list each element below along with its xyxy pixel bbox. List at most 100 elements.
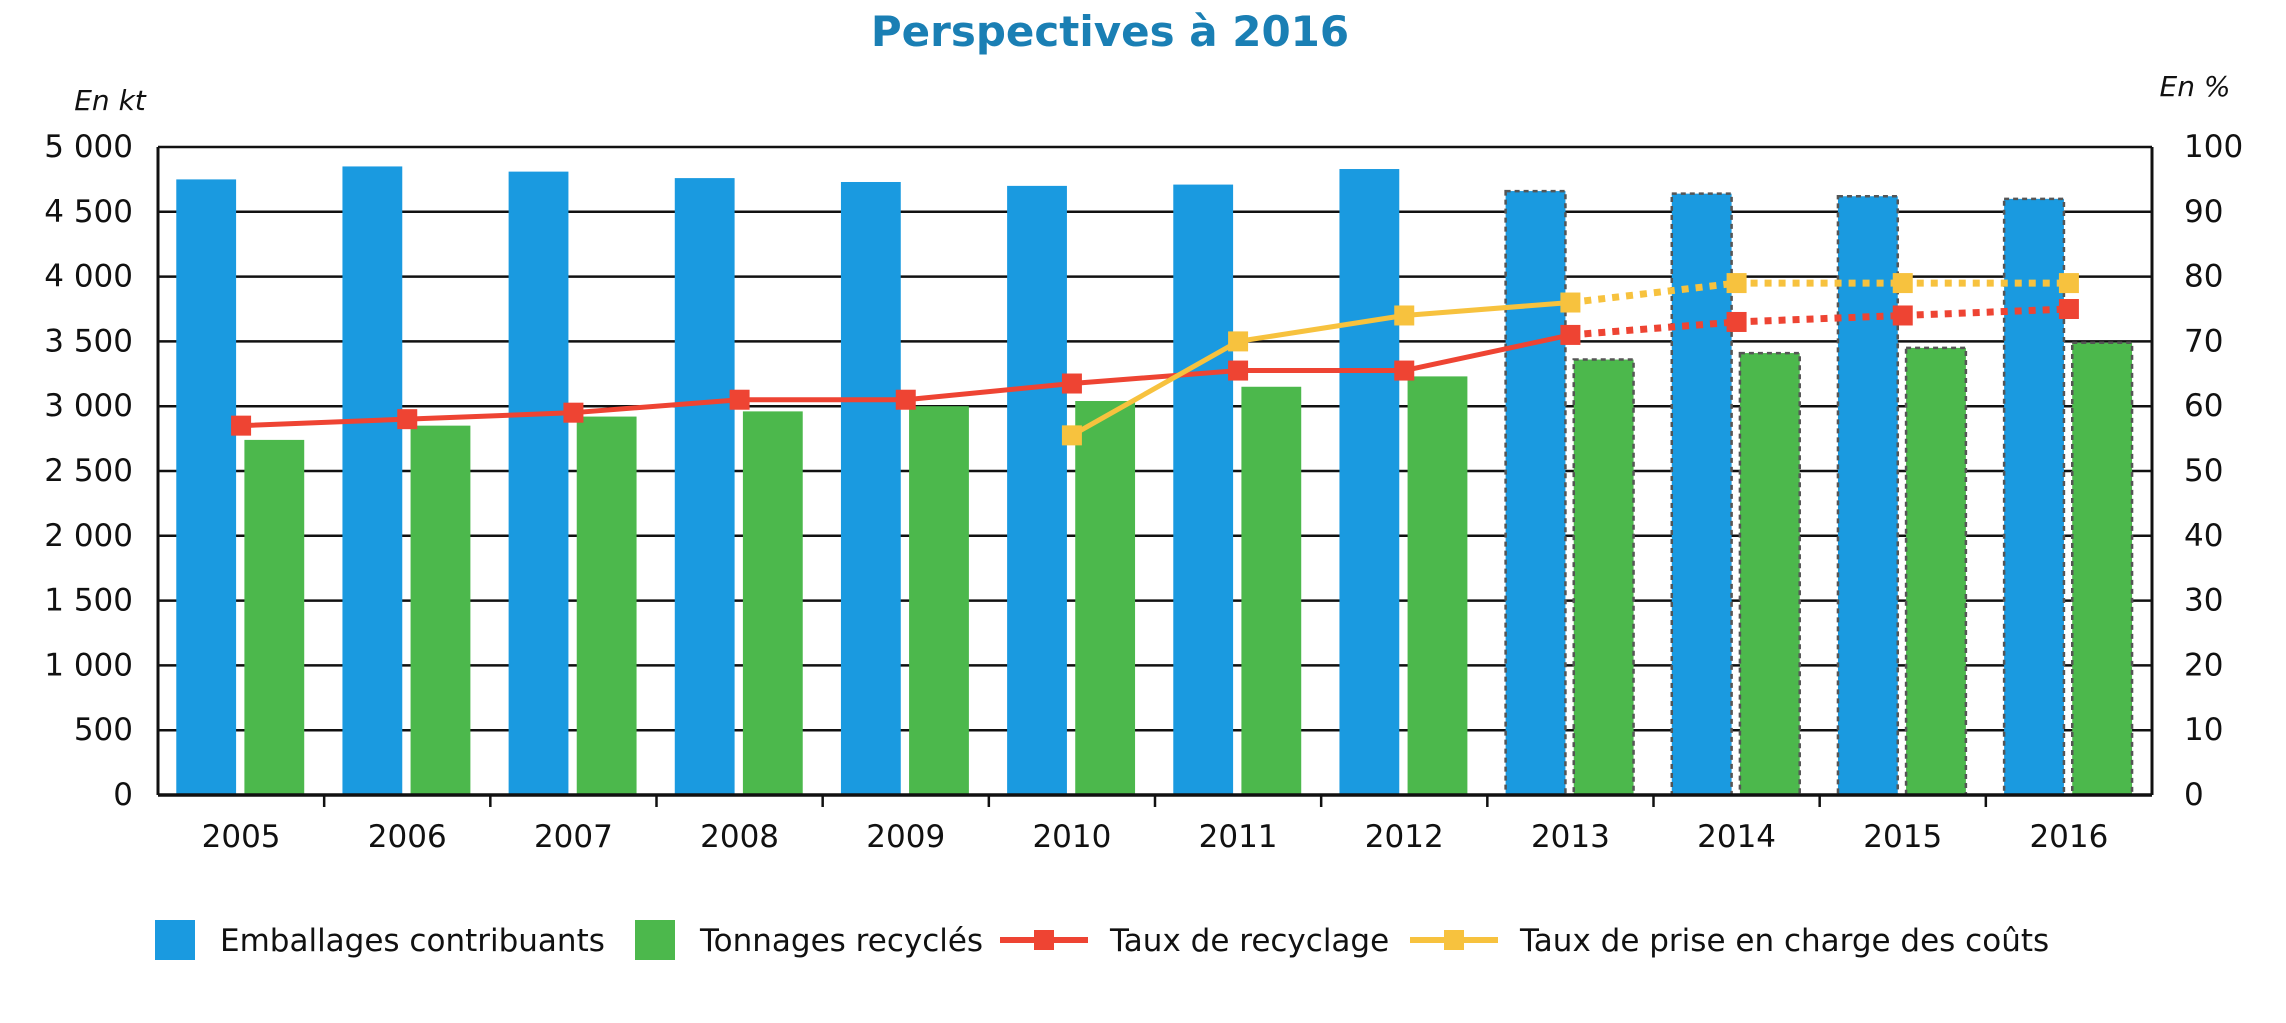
left-axis-unit: En kt: [74, 84, 147, 117]
y-right-tick-label: 90: [2184, 194, 2223, 230]
marker-taux-prise-en-charge-2016: [2058, 273, 2079, 294]
y-right-tick-label: 40: [2184, 518, 2223, 554]
x-tick-label: 2014: [1697, 819, 1776, 855]
y-right-tick-label: 70: [2184, 323, 2223, 359]
marker-taux-prise-en-charge-2011: [1228, 331, 1249, 352]
bar-recycles-2015: [1904, 346, 1968, 797]
y-left-tick-label: 3 500: [44, 323, 133, 359]
x-tick-label: 2005: [202, 819, 281, 855]
x-tick-label: 2008: [700, 819, 779, 855]
bar-recycles-2012: [1407, 376, 1468, 795]
x-tick-label: 2016: [2029, 819, 2108, 855]
legend-label: Tonnages recyclés: [699, 923, 983, 959]
y-left-tick-label: 0: [113, 777, 133, 813]
marker-taux-recyclage-2013: [1560, 324, 1581, 345]
right-axis-unit: En %: [2160, 70, 2231, 103]
y-right-tick-label: 20: [2184, 647, 2223, 683]
bar-emballages-2006: [342, 166, 403, 795]
y-left-tick-label: 4 000: [44, 259, 133, 295]
y-left-tick-label: 5 000: [44, 129, 133, 165]
bar-recycles-2009: [909, 406, 969, 795]
line-segment-taux-recyclage: [1401, 332, 1573, 374]
line-segment-taux-recyclage: [404, 410, 576, 422]
legend-swatch-marker: [1444, 930, 1464, 950]
bar-recycles-2007: [576, 416, 637, 795]
y-right-tick-label: 80: [2184, 259, 2223, 295]
line-segment-taux-recyclage: [238, 416, 410, 429]
y-left-tick-label: 500: [74, 712, 133, 748]
legend-swatch: [635, 920, 675, 960]
line-segment-taux-recyclage: [1069, 368, 1241, 387]
bar-emballages-2005: [176, 179, 237, 795]
legend-label: Taux de prise en charge des coûts: [1519, 923, 2049, 959]
bar-emballages-2013: [1504, 189, 1567, 797]
line-segment-taux-prise-en-charge: [1235, 312, 1407, 344]
x-tick-label: 2006: [368, 819, 447, 855]
marker-taux-prise-en-charge-2012: [1394, 305, 1415, 326]
y-right-tick-label: 100: [2184, 129, 2243, 165]
bar-emballages-2007: [508, 171, 569, 795]
legend-item: Emballages contribuants: [155, 920, 605, 960]
marker-taux-recyclage-2005: [231, 415, 252, 436]
y-left-tick-label: 1 000: [44, 647, 133, 683]
y-left-tick-label: 2 000: [44, 518, 133, 554]
legend-label: Taux de recyclage: [1109, 923, 1389, 959]
bar-emballages-2011: [1173, 184, 1234, 796]
x-tick-label: 2013: [1531, 819, 1610, 855]
y-right-tick-label: 60: [2184, 388, 2223, 424]
line-segment-taux-recyclage: [570, 397, 743, 416]
bar-recycles-2006: [410, 425, 471, 795]
marker-taux-prise-en-charge-2014: [1726, 273, 1747, 294]
line-segment-taux-prise-en-charge: [1401, 300, 1573, 318]
x-tick-label: 2012: [1365, 819, 1444, 855]
bar-emballages-2008: [674, 178, 735, 795]
bar-recycles-2010: [1075, 401, 1136, 795]
line-segment-taux-recyclage: [903, 381, 1075, 403]
y-right-tick-label: 50: [2184, 453, 2223, 489]
x-tick-label: 2011: [1199, 819, 1278, 855]
legend-item: Tonnages recyclés: [635, 920, 983, 960]
bar-recycles-2014: [1738, 351, 1801, 797]
y-left-tick-label: 4 500: [44, 194, 133, 230]
legend-item: Taux de recyclage: [1000, 923, 1389, 959]
y-left-tick-label: 1 500: [44, 583, 133, 619]
bar-emballages-2014: [1670, 192, 1733, 797]
marker-taux-recyclage-2009: [895, 389, 916, 410]
bar-emballages-2009: [840, 181, 901, 795]
y-right-tick-label: 30: [2184, 583, 2223, 619]
x-tick-label: 2015: [1863, 819, 1942, 855]
x-tick-label: 2009: [866, 819, 945, 855]
marker-taux-recyclage-2008: [729, 389, 750, 410]
marker-taux-recyclage-2014: [1726, 311, 1747, 332]
bar-emballages-2016: [2002, 197, 2066, 797]
marker-taux-recyclage-2016: [2058, 299, 2079, 319]
marker-taux-prise-en-charge-2013: [1560, 292, 1581, 313]
marker-taux-recyclage-2012: [1394, 360, 1415, 381]
line-segment-taux-prise-en-charge: [1069, 338, 1241, 438]
bar-recycles-2016: [2070, 341, 2134, 797]
y-left-tick-label: 2 500: [44, 453, 133, 489]
marker-taux-prise-en-charge-2015: [1892, 273, 1913, 294]
marker-taux-recyclage-2015: [1892, 305, 1913, 326]
y-right-tick-label: 0: [2184, 777, 2204, 813]
marker-taux-recyclage-2010: [1061, 373, 1082, 394]
legend-item: Taux de prise en charge des coûts: [1410, 923, 2049, 959]
bar-recycles-2005: [244, 439, 305, 795]
x-tick-label: 2007: [534, 819, 613, 855]
bar-emballages-2012: [1339, 169, 1400, 796]
marker-taux-recyclage-2006: [397, 409, 418, 430]
x-tick-label: 2010: [1032, 819, 1111, 855]
bar-emballages-2010: [1007, 185, 1067, 795]
marker-taux-recyclage-2007: [563, 402, 584, 423]
y-left-tick-label: 3 000: [44, 388, 133, 424]
legend-label: Emballages contribuants: [220, 923, 605, 959]
legend-swatch-marker: [1034, 930, 1054, 950]
marker-taux-prise-en-charge-2010: [1061, 425, 1082, 446]
bar-recycles-2008: [742, 411, 803, 795]
bar-recycles-2013: [1572, 358, 1635, 797]
chart-title: Perspectives à 2016: [871, 7, 1349, 56]
y-right-tick-label: 10: [2184, 712, 2223, 748]
bar-recycles-2011: [1241, 386, 1302, 795]
